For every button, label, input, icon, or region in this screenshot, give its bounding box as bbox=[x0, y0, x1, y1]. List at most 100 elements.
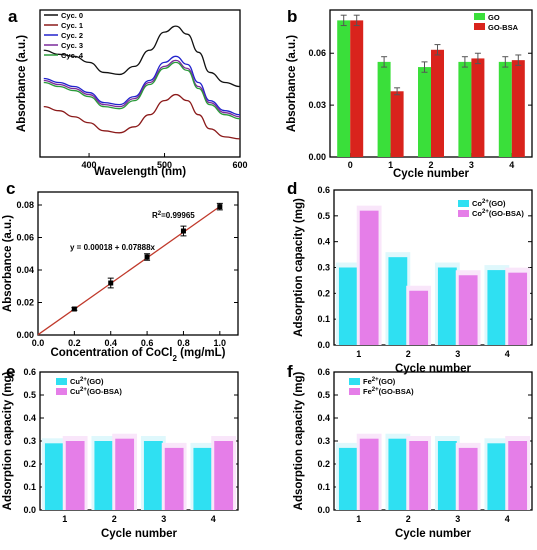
e-bar-1-0 bbox=[65, 441, 85, 510]
d-x-tick-label-3: 4 bbox=[505, 349, 510, 359]
f-y-label-0: 0.0 bbox=[317, 505, 330, 515]
f-bar-0-0 bbox=[338, 447, 358, 510]
c-x-axis-title-part: (mg/mL) bbox=[177, 347, 226, 359]
f-bar-0-1 bbox=[388, 438, 408, 510]
panel-letter-a: a bbox=[8, 7, 18, 26]
b-bar-1-1 bbox=[390, 91, 404, 157]
b-x-axis-title: Cycle number bbox=[393, 168, 470, 180]
c-x-tick-label-5: 1.0 bbox=[214, 338, 227, 348]
panel-c-calibration-curve: c 0.00 0.02 0.04 0.06 0.08 0.0 0.2 0.4 0.6 0.8 1.0 R… bbox=[2, 179, 239, 363]
e-x-tick-label-1: 2 bbox=[112, 514, 117, 524]
b-bar-0-2 bbox=[418, 67, 431, 157]
e-x-tick-label-2: 3 bbox=[161, 514, 166, 524]
d-bar-0-2 bbox=[437, 267, 457, 345]
e-legend-label-0: Cu2+(GO) bbox=[70, 377, 104, 386]
c-r-squared-annotation-part: =0.99965 bbox=[161, 211, 195, 220]
e-y-axis-title: Adsorption capacity (mg) bbox=[2, 372, 14, 511]
a-series-line-0 bbox=[43, 25, 241, 88]
d-y-label-2: 0.2 bbox=[317, 288, 330, 298]
a-y-axis-title: Absorbance (a.u.) bbox=[16, 35, 28, 132]
f-bar-1-1 bbox=[409, 441, 429, 510]
f-x-tick-label-1: 2 bbox=[406, 514, 411, 524]
e-x-axis-title: Cycle number bbox=[101, 528, 178, 540]
f-x-tick-label-0: 1 bbox=[356, 514, 361, 524]
a-legend-label-0: Cyc. 0 bbox=[61, 11, 83, 20]
c-r-squared-annotation-part: 2 bbox=[158, 211, 162, 217]
b-bar-1-0 bbox=[350, 20, 364, 158]
c-x-axis-title-part: 2 bbox=[173, 354, 178, 363]
b-y-axis-title: Absorbance (a.u.) bbox=[286, 35, 298, 132]
a-series-line-1 bbox=[43, 93, 241, 140]
c-x-tick-label-0: 0.0 bbox=[32, 338, 45, 348]
e-y-label-0: 0.0 bbox=[23, 505, 36, 515]
a-x-axis-title: Wavelength (nm) bbox=[94, 166, 186, 178]
c-x-tick-label-4: 0.8 bbox=[177, 338, 190, 348]
d-y-label-0: 0.0 bbox=[317, 340, 330, 350]
c-r-squared-annotation-part: R bbox=[152, 211, 158, 220]
d-bar-0-1 bbox=[388, 257, 408, 345]
panel-d-cobalt-adsorption-chart: d0.00.10.20.30.40.50.61 2 3 4Co2+(GO)Co2+(G… bbox=[287, 179, 533, 375]
e-bar-0-1 bbox=[94, 441, 114, 510]
e-legend-label-1-part: Cu bbox=[70, 387, 80, 396]
b-bar-1-2 bbox=[431, 49, 444, 157]
e-legend-label-0-part: Cu bbox=[70, 377, 80, 386]
f-y-label-3: 0.3 bbox=[317, 436, 330, 446]
d-legend-label-1-part: 2+ bbox=[482, 209, 489, 215]
b-x-tick-label-3: 3 bbox=[469, 160, 474, 170]
panel-letter-e: e bbox=[6, 362, 15, 381]
f-legend-label-0: Fe2+(GO) bbox=[363, 377, 396, 386]
c-data-point-0 bbox=[71, 306, 77, 312]
f-legend-label-1: Fe2+(GO-BSA) bbox=[363, 387, 414, 396]
b-legend-label-0: GO bbox=[488, 13, 500, 22]
a-x-tick-label-1: 500 bbox=[157, 160, 172, 170]
e-bar-1-3 bbox=[214, 441, 234, 510]
f-bar-1-2 bbox=[458, 447, 478, 510]
f-x-axis-title: Cycle number bbox=[395, 528, 472, 540]
f-bar-1-0 bbox=[359, 438, 379, 510]
e-legend-label-1-part: (GO-BSA) bbox=[87, 387, 122, 396]
d-y-label-3: 0.3 bbox=[317, 263, 330, 273]
c-y-label-3: 0.06 bbox=[16, 233, 34, 243]
b-bar-0-3 bbox=[458, 61, 472, 157]
f-legend-label-1-part: 2+ bbox=[372, 387, 379, 393]
e-bar-0-2 bbox=[143, 441, 163, 510]
f-legend-label-0-part: 2+ bbox=[372, 377, 379, 383]
b-bar-0-0 bbox=[337, 20, 351, 158]
a-x-tick-label-2: 600 bbox=[232, 160, 247, 170]
c-fit-line bbox=[37, 205, 221, 336]
d-legend-label-0-part: (GO) bbox=[489, 199, 506, 208]
e-bar-0-0 bbox=[44, 443, 64, 510]
d-legend-swatch-1 bbox=[458, 210, 469, 217]
d-legend-swatch-0 bbox=[458, 200, 469, 207]
f-y-label-2: 0.2 bbox=[317, 459, 330, 469]
b-bar-1-4 bbox=[511, 60, 525, 158]
e-y-label-4: 0.4 bbox=[23, 413, 36, 423]
f-bar-0-3 bbox=[487, 443, 507, 510]
b-y-label-0: 0.00 bbox=[308, 152, 326, 162]
d-x-axis-title: Cycle number bbox=[395, 363, 472, 375]
c-y-label-4: 0.08 bbox=[16, 200, 34, 210]
d-x-tick-label-0: 1 bbox=[356, 349, 361, 359]
f-legend-label-0-part: (GO) bbox=[379, 377, 396, 386]
d-bar-0-0 bbox=[338, 267, 358, 345]
f-y-axis-title: Adsorption capacity (mg) bbox=[293, 372, 305, 511]
c-data-point-4 bbox=[217, 204, 223, 210]
a-legend-label-2: Cyc. 2 bbox=[61, 31, 83, 40]
e-legend-label-1: Cu2+(GO-BSA) bbox=[70, 387, 122, 396]
f-legend-label-0-part: Fe bbox=[363, 377, 372, 386]
f-legend-swatch-1 bbox=[349, 388, 360, 395]
d-y-label-4: 0.4 bbox=[317, 237, 330, 247]
c-x-axis-title-part: Concentration of CoCl bbox=[50, 347, 172, 359]
c-x-axis-title: Concentration of CoCl2 (mg/mL) bbox=[50, 347, 225, 363]
e-y-label-5: 0.5 bbox=[23, 390, 36, 400]
a-legend-label-3: Cyc. 3 bbox=[61, 41, 83, 50]
f-bar-0-2 bbox=[437, 441, 457, 510]
c-y-axis-title: Absorbance (a.u.) bbox=[2, 215, 14, 312]
d-bar-0-3 bbox=[487, 270, 507, 345]
c-x-tick-label-1: 0.2 bbox=[68, 338, 81, 348]
c-r-squared-annotation: R2=0.99965 bbox=[152, 211, 195, 220]
b-bar-0-4 bbox=[498, 61, 512, 157]
c-y-label-0: 0.00 bbox=[16, 330, 34, 340]
f-legend-swatch-0 bbox=[349, 378, 360, 385]
